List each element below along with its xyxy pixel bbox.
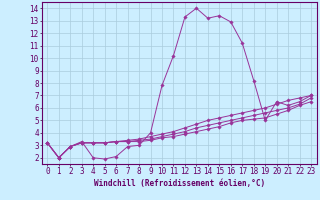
X-axis label: Windchill (Refroidissement éolien,°C): Windchill (Refroidissement éolien,°C) xyxy=(94,179,265,188)
